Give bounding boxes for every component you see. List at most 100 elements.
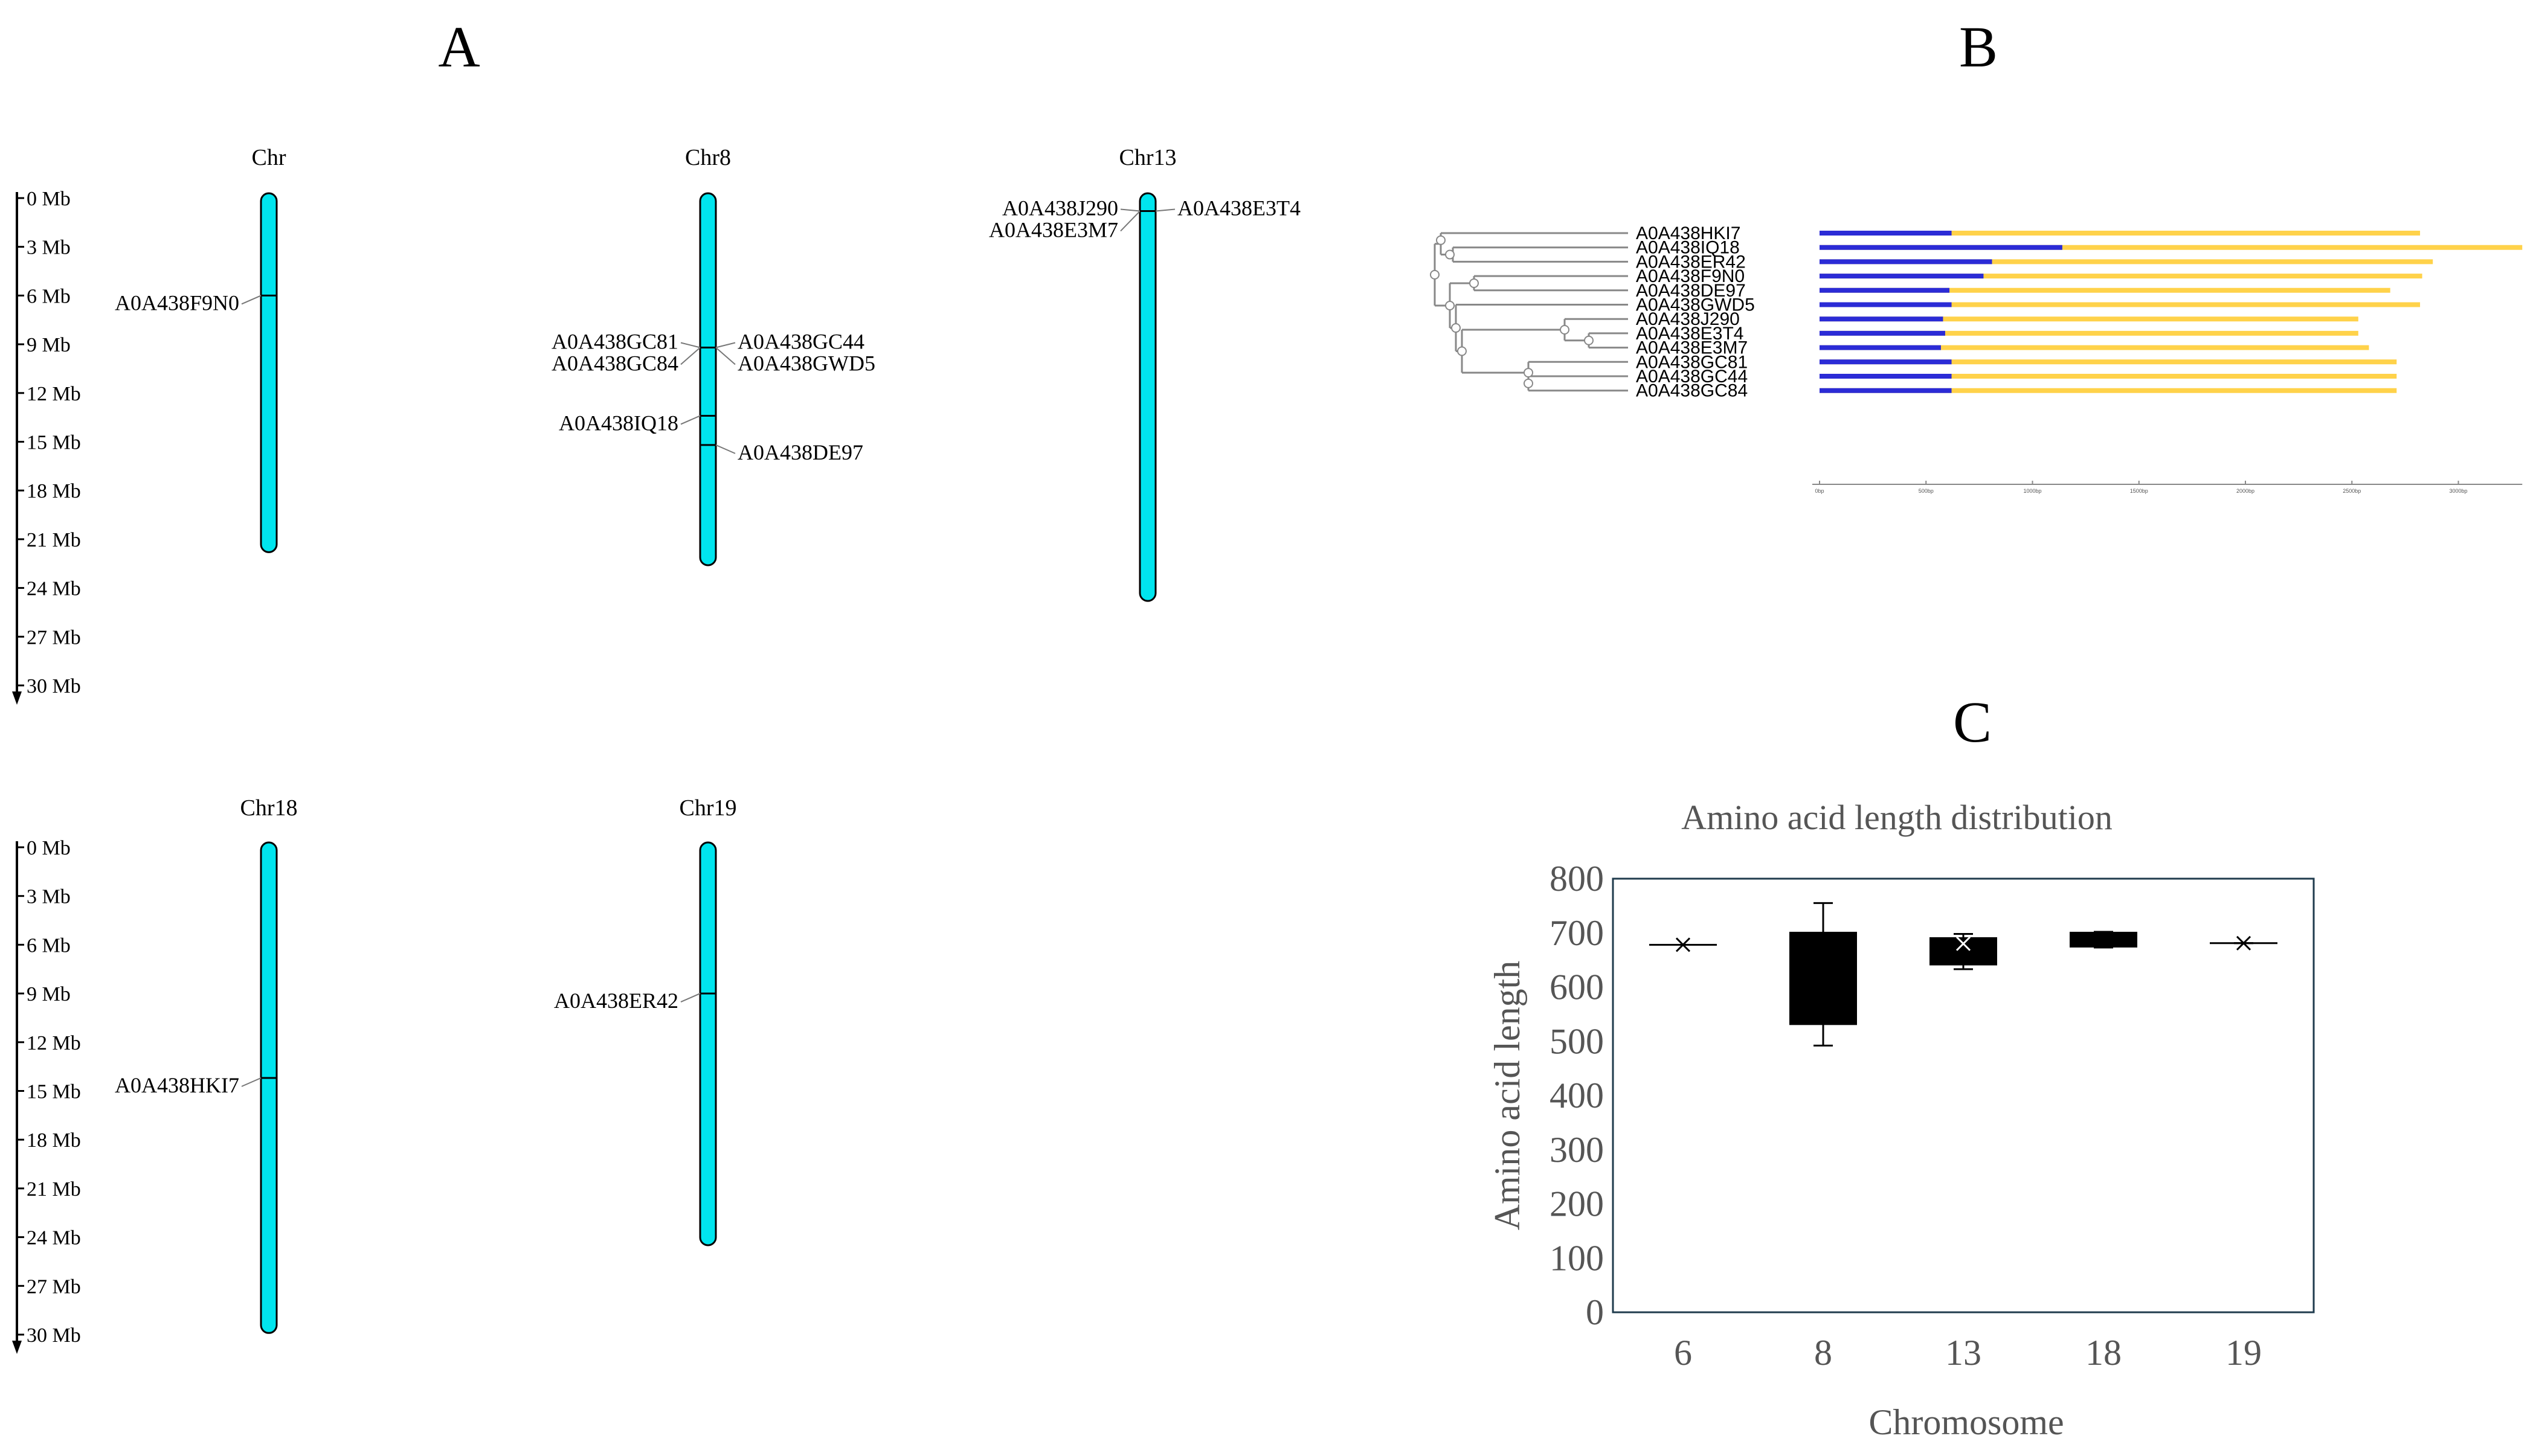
chromosome-title: Chr18: [240, 795, 298, 821]
gene-label: A0A438E3M7: [989, 218, 1118, 242]
tree-node: [1451, 323, 1461, 333]
panel-b-gene-structure: B A0A438HKI7A0A438IQ18A0A438ER42A0A438F9…: [1430, 14, 2523, 494]
scale-tick-label: 30 Mb: [27, 1324, 81, 1347]
y-tick-label: 100: [1550, 1238, 1604, 1278]
gene-leader-line: [680, 993, 701, 1003]
scale-tick-label: 0 Mb: [27, 837, 71, 859]
box-iqr: [1929, 937, 1997, 966]
scale-tick-label: 6 Mb: [27, 934, 71, 957]
chromosome-chr: Chr A0A438F9N0: [115, 145, 286, 553]
tree-node: [1524, 378, 1533, 388]
chromosome-bar: [260, 192, 278, 553]
bp-scale-axis: 0bp 500bp 1000bp 1500bp 2000bp 2500bp 3000bp: [1812, 481, 2523, 494]
scale-tick-label: 21 Mb: [27, 1178, 81, 1201]
scale-arrow-icon: [12, 691, 22, 705]
x-tick-label: 13: [1945, 1333, 1981, 1373]
mean-marker: [1955, 936, 1971, 951]
scale-tick-label: 27 Mb: [27, 1275, 81, 1298]
tree-gene-label: A0A438DE97: [1636, 281, 1746, 301]
axis-tick-label: 1000bp: [2023, 488, 2041, 494]
y-tick-label: 400: [1550, 1076, 1604, 1115]
scale-tick-label: 15 Mb: [27, 1081, 81, 1103]
box-18: [2070, 931, 2137, 949]
gene-leader-line: [1120, 210, 1141, 232]
box-series: [1649, 902, 2277, 1047]
mb-scale-top: 0 Mb 3 Mb 6 Mb 9 Mb 12 Mb 15 Mb 18 Mb 21 Mb 24 M…: [12, 188, 81, 705]
y-tick-label: 0: [1586, 1292, 1604, 1332]
tree-node: [1457, 346, 1467, 356]
tree-node: [1436, 235, 1446, 245]
chromosome-title: Chr13: [1119, 145, 1177, 170]
tree-gene-label: A0A438E3M7: [1636, 338, 1748, 358]
axis-tick-label: 3000bp: [2449, 488, 2467, 494]
scale-arrow-icon: [12, 1341, 22, 1354]
scale-tick-label: 24 Mb: [27, 578, 81, 600]
y-tick-label: 300: [1550, 1130, 1604, 1170]
box-13: [1929, 933, 1997, 970]
x-axis-ticks: 6 8 13 18 19: [1674, 1333, 2262, 1373]
gene-label: A0A438F9N0: [115, 290, 239, 315]
tree-gene-label: A0A438HKI7: [1636, 223, 1740, 243]
panel-a-letter: A: [438, 14, 480, 79]
tree-node: [1560, 324, 1569, 335]
tree-node: [1445, 249, 1455, 260]
y-tick-label: 700: [1550, 913, 1604, 953]
gene-leader-line: [241, 1077, 262, 1087]
box-iqr: [1789, 931, 1857, 1025]
tree-gene-label: A0A438F9N0: [1636, 266, 1745, 286]
scale-tick-label: 18 Mb: [27, 480, 81, 502]
gene-leader-line: [241, 295, 262, 305]
mb-scale-bottom: 0 Mb 3 Mb 6 Mb 9 Mb 12 Mb 15 Mb 18 Mb 21 Mb 24 M…: [12, 837, 81, 1354]
panel-c-letter: C: [1953, 690, 1992, 754]
gene-label: A0A438DE97: [738, 440, 863, 464]
tree-gene-label: A0A438GC84: [1636, 381, 1748, 401]
mean-marker: [1675, 937, 1691, 952]
gene-label: A0A438GWD5: [738, 351, 875, 375]
y-axis-ticks: 0 100 200 300 400 500 600 700 800: [1550, 859, 1604, 1332]
axis-tick-label: 500bp: [1919, 488, 1934, 494]
box-19: [2210, 935, 2277, 951]
box-8: [1789, 902, 1857, 1047]
panel-a-chromosome-map: A 0 Mb 3 Mb 6 Mb 9 Mb 12 Mb 15 Mb 18 Mb 21 Mb 24…: [12, 14, 1301, 1354]
gene-leader-line: [1155, 208, 1176, 212]
chromosome-bar: [699, 841, 717, 1246]
tree-gene-label: A0A438ER42: [1636, 252, 1746, 272]
gene-label: A0A438HKI7: [115, 1073, 239, 1097]
tree-gene-label: A0A438GWD5: [1636, 295, 1755, 315]
tree-gene-labels: A0A438HKI7A0A438IQ18A0A438ER42A0A438F9N0…: [1636, 223, 1755, 401]
tree-node: [1584, 335, 1594, 345]
chromosome-chr18: Chr18 A0A438HKI7: [115, 795, 298, 1334]
chromosome-title: Chr19: [680, 795, 737, 821]
box-iqr: [2070, 931, 2137, 948]
gene-label: A0A438J290: [1002, 196, 1118, 220]
scale-tick-label: 18 Mb: [27, 1129, 81, 1152]
scale-tick-label: 24 Mb: [27, 1227, 81, 1249]
gene-label: A0A438E3T4: [1177, 196, 1301, 220]
tree-node: [1430, 269, 1440, 280]
axis-tick-label: 2500bp: [2343, 488, 2361, 494]
gene-leader-line: [715, 444, 736, 454]
tree-gene-label: A0A438J290: [1636, 309, 1740, 329]
gene-leader-line: [680, 415, 701, 425]
chromosome-title: Chr: [252, 145, 286, 170]
gene-label: A0A438GC84: [552, 351, 678, 375]
y-tick-label: 600: [1550, 967, 1604, 1007]
tree-gene-label: A0A438GC81: [1636, 352, 1748, 372]
x-tick-label: 6: [1674, 1333, 1692, 1373]
phylogenetic-tree: [1430, 232, 1628, 392]
mean-marker: [2236, 935, 2251, 951]
gene-leader-line: [1120, 208, 1141, 212]
gene-label: A0A438IQ18: [559, 411, 678, 435]
panel-c-boxplot: C Amino acid length distribution 0 100 200…: [1487, 690, 2315, 1442]
scale-tick-label: 0 Mb: [27, 188, 71, 210]
chromosome-chr8: Chr8A0A438GC81A0A438GC84A0A438GC44A0A438…: [552, 145, 875, 566]
x-tick-label: 19: [2225, 1333, 2262, 1373]
scale-tick-label: 30 Mb: [27, 675, 81, 698]
chromosome-bar: [699, 192, 717, 566]
tree-node: [1524, 368, 1533, 378]
y-tick-label: 800: [1550, 859, 1604, 899]
axis-tick-label: 1500bp: [2130, 488, 2148, 494]
gene-label: A0A438ER42: [554, 989, 678, 1013]
tree-gene-label: A0A438IQ18: [1636, 238, 1740, 258]
